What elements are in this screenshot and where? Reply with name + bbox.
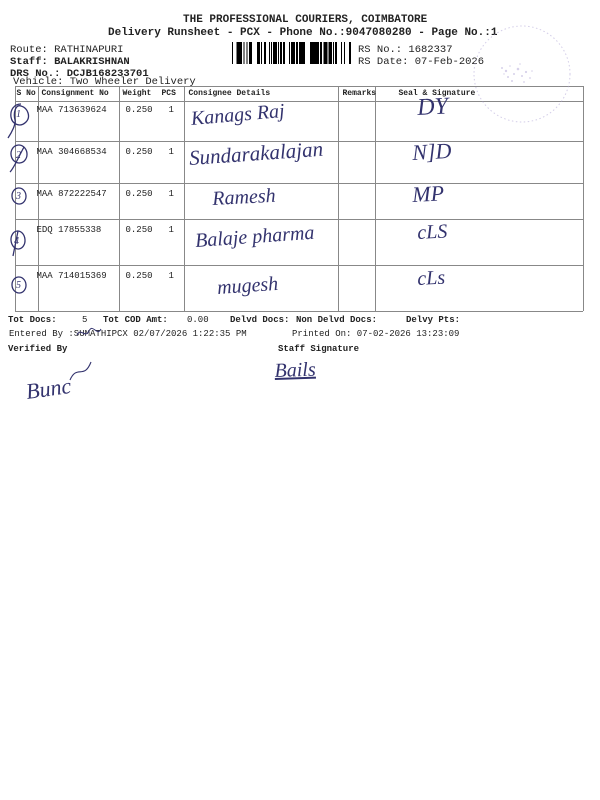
svg-text:1: 1 (16, 109, 21, 120)
svg-text:3: 3 (15, 191, 21, 202)
svg-text:2: 2 (16, 150, 21, 161)
svg-text:5: 5 (16, 280, 21, 291)
svg-text:4: 4 (14, 236, 19, 247)
